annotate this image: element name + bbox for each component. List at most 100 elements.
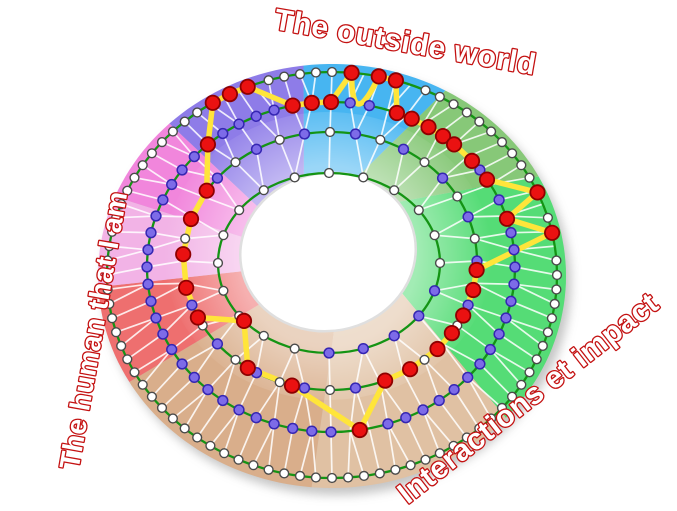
mesh-line <box>393 335 405 373</box>
mesh-line <box>441 343 469 378</box>
node-red <box>498 210 516 227</box>
node-red <box>284 97 301 114</box>
mesh-line <box>172 388 209 420</box>
mesh-line <box>393 161 426 191</box>
mesh-line <box>111 300 152 319</box>
node-purple <box>298 382 311 394</box>
mesh-line <box>402 372 424 411</box>
node-white <box>549 298 560 310</box>
node-purple <box>250 412 262 424</box>
mesh-line <box>467 304 500 335</box>
mesh-line <box>476 260 516 268</box>
node-purple <box>433 394 445 407</box>
node-purple <box>363 99 375 112</box>
node-purple <box>150 312 162 324</box>
mesh-line <box>181 169 218 179</box>
node-white <box>374 468 385 479</box>
node-red <box>303 94 320 112</box>
node-purple <box>145 295 157 307</box>
node-white <box>516 160 527 171</box>
mesh-line <box>368 428 381 474</box>
mesh-line <box>107 283 149 291</box>
node-white <box>375 134 386 145</box>
node-white <box>461 432 472 443</box>
node-white <box>537 340 548 352</box>
node-white <box>294 470 306 482</box>
mesh-line <box>120 317 157 347</box>
mesh-line <box>505 317 544 347</box>
node-purple <box>157 194 169 206</box>
mesh-line <box>267 423 275 470</box>
path-red-nodes <box>175 64 561 439</box>
node-white <box>179 116 190 127</box>
node-white <box>116 340 127 352</box>
node-purple <box>493 328 505 340</box>
mesh-line <box>505 317 549 334</box>
mesh-line <box>393 335 426 361</box>
mesh-line <box>134 348 173 374</box>
node-purple <box>357 342 369 355</box>
node-red <box>221 86 238 103</box>
node-white <box>289 172 300 183</box>
mesh-line <box>234 161 265 191</box>
node-white <box>448 440 459 451</box>
node-purple <box>176 358 188 370</box>
node-red <box>198 182 215 199</box>
mesh-line <box>354 348 365 389</box>
node-white <box>248 460 259 471</box>
node-white <box>179 423 190 434</box>
node-white <box>146 148 158 159</box>
mesh-line <box>255 335 265 373</box>
mesh-line <box>439 260 478 264</box>
mesh-line <box>283 428 294 474</box>
node-purple <box>508 244 520 256</box>
node-white <box>104 298 115 310</box>
node-white <box>106 226 118 237</box>
node-purple <box>268 104 280 116</box>
node-white <box>274 377 285 388</box>
node-red <box>420 119 437 136</box>
mesh-line <box>405 417 427 461</box>
mesh-line <box>513 283 557 291</box>
node-red <box>387 72 404 89</box>
mesh-line <box>453 389 481 429</box>
mesh-line <box>438 399 468 439</box>
node-purple <box>349 382 362 394</box>
mesh-line <box>379 115 407 141</box>
node-white <box>413 205 424 216</box>
node-purple <box>166 178 178 191</box>
mesh-line <box>489 348 530 374</box>
node-purple <box>428 285 441 297</box>
node-purple <box>306 425 318 437</box>
node-white <box>524 172 535 183</box>
mesh-line <box>115 317 157 334</box>
node-purple <box>400 412 412 424</box>
node-purple <box>474 358 486 370</box>
mesh-line <box>151 363 183 398</box>
mesh-line <box>161 376 195 409</box>
node-white <box>324 126 336 138</box>
node-purple <box>157 328 169 340</box>
node-white <box>279 71 290 82</box>
node-red <box>529 184 546 201</box>
node-purple <box>188 371 200 384</box>
mesh-line <box>466 376 492 419</box>
mesh-line <box>479 363 513 398</box>
node-white <box>486 413 497 424</box>
node-white <box>496 402 508 414</box>
mesh-line <box>252 423 275 466</box>
node-red <box>189 309 206 326</box>
node-white <box>542 212 554 223</box>
node-white <box>110 212 122 223</box>
node-white <box>434 91 445 102</box>
mesh-line <box>387 84 412 111</box>
mesh-line <box>238 372 258 411</box>
mesh-line <box>182 260 219 264</box>
mesh-line <box>513 283 556 305</box>
mesh-line <box>142 164 173 186</box>
mesh-line <box>234 335 265 361</box>
mesh-line <box>434 290 469 306</box>
mesh-line <box>393 149 405 191</box>
node-purple <box>145 227 157 239</box>
